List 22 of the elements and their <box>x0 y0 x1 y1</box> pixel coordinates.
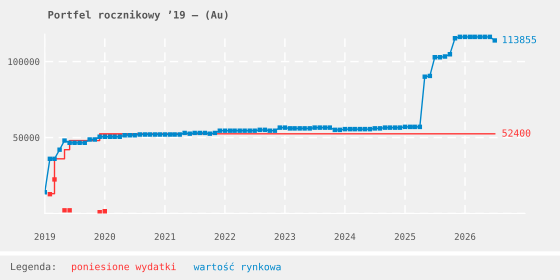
x-tick-label: 2023 <box>274 233 296 240</box>
point <box>62 208 67 213</box>
x-tick-label: 2026 <box>454 233 476 240</box>
x-tick-label: 2025 <box>394 233 416 240</box>
y-tick-label: 100000 <box>8 58 40 66</box>
point <box>67 208 72 213</box>
point <box>102 209 108 214</box>
y-tick-label: 50000 <box>13 134 40 142</box>
x-tick-label: 2021 <box>154 233 176 240</box>
text: wartość rynkowa <box>194 262 281 272</box>
point <box>52 177 57 182</box>
legend-title: Legenda: <box>11 262 55 272</box>
x-tick-label: 2022 <box>214 233 236 240</box>
point <box>97 210 102 214</box>
data-label: 113855 <box>502 36 536 44</box>
data-label: 52400 <box>502 129 530 137</box>
point <box>48 192 52 196</box>
text: poniesione wydatki <box>72 262 176 272</box>
x-tick-label: 2024 <box>334 233 356 240</box>
chart-title: Portfel rocznikowy ’19 – (Au) <box>48 10 228 21</box>
x-tick-label: 2020 <box>94 233 116 240</box>
x-tick-label: 2019 <box>34 233 56 240</box>
